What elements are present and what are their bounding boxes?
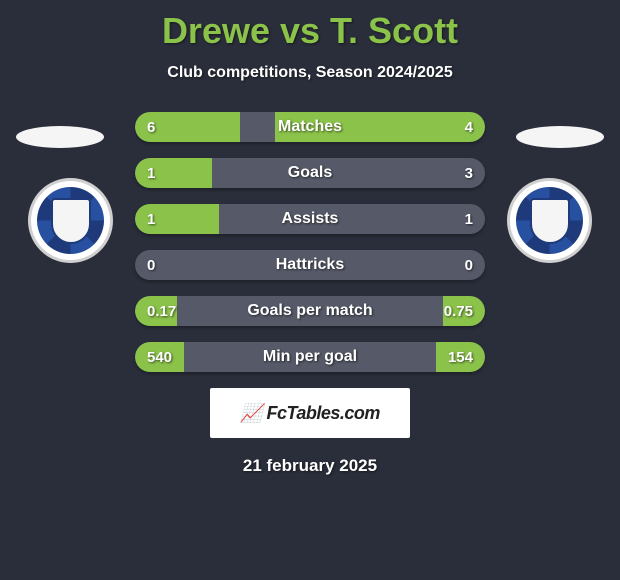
stat-label: Goals per match [135, 296, 485, 326]
stat-bar-row: 0.17Goals per match0.75 [135, 296, 485, 326]
comparison-subtitle: Club competitions, Season 2024/2025 [0, 64, 620, 82]
stat-value-right: 0 [465, 250, 473, 280]
stat-value-right: 1 [465, 204, 473, 234]
brand-text: 📈 FcTables.com [240, 403, 380, 424]
crest-pattern [516, 187, 583, 254]
shield-icon [530, 198, 570, 244]
stat-bar-row: 1Goals3 [135, 158, 485, 188]
stat-value-right: 4 [465, 112, 473, 142]
stat-label: Min per goal [135, 342, 485, 372]
stat-value-right: 0.75 [444, 296, 473, 326]
stat-label: Assists [135, 204, 485, 234]
stat-label: Goals [135, 158, 485, 188]
stat-label: Matches [135, 112, 485, 142]
stat-value-right: 154 [448, 342, 473, 372]
date-label: 21 february 2025 [0, 456, 620, 476]
shield-icon [51, 198, 91, 244]
stat-value-right: 3 [465, 158, 473, 188]
comparison-bars: 6Matches41Goals31Assists10Hattricks00.17… [135, 112, 485, 372]
brand-box: 📈 FcTables.com [210, 388, 410, 438]
player-oval-left [16, 126, 104, 148]
stat-bar-row: 0Hattricks0 [135, 250, 485, 280]
team-crest-left [28, 178, 113, 263]
brand-label: FcTables.com [267, 403, 380, 423]
stat-bar-row: 6Matches4 [135, 112, 485, 142]
player-oval-right [516, 126, 604, 148]
crest-pattern [37, 187, 104, 254]
team-crest-right [507, 178, 592, 263]
comparison-title: Drewe vs T. Scott [0, 0, 620, 52]
stat-bar-row: 540Min per goal154 [135, 342, 485, 372]
stat-bar-row: 1Assists1 [135, 204, 485, 234]
brand-icon: 📈 [240, 403, 262, 423]
stat-label: Hattricks [135, 250, 485, 280]
